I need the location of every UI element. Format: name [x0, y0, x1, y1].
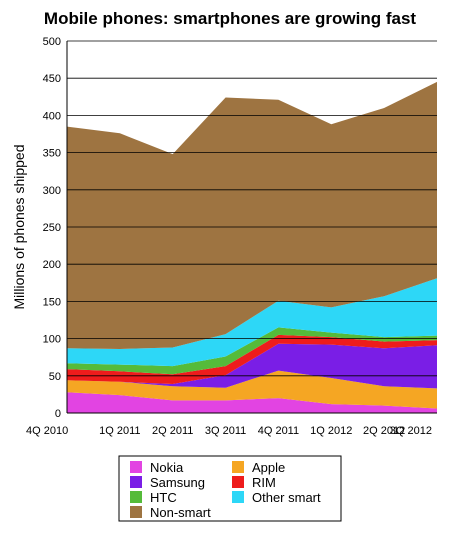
legend-label-other-smart: Other smart	[252, 490, 321, 505]
y-tick-label: 450	[43, 73, 61, 85]
legend-label-htc: HTC	[150, 490, 177, 505]
y-tick-label: 400	[43, 110, 61, 122]
area-other-smart	[67, 278, 437, 367]
x-tick-label: 4Q 2010	[26, 425, 68, 437]
legend-swatch-htc	[130, 491, 142, 503]
legend-box	[118, 455, 342, 522]
area-apple	[67, 370, 437, 409]
legend-swatch-rim	[232, 476, 244, 488]
legend-swatch-nokia	[130, 461, 142, 473]
legend-label-nokia: Nokia	[150, 460, 184, 475]
legend-label-non-smart: Non-smart	[150, 505, 211, 520]
area-nokia	[67, 392, 437, 413]
legend-swatch-other-smart	[232, 491, 244, 503]
legend-label-samsung: Samsung	[150, 475, 205, 490]
legend-swatch-apple	[232, 461, 244, 473]
x-tick-label: 1Q 2011	[99, 425, 140, 437]
y-tick-label: 50	[49, 371, 61, 383]
y-tick-label: 200	[43, 259, 61, 271]
chart-title: Mobile phones: smartphones are growing f…	[44, 9, 416, 28]
y-tick-label: 500	[43, 36, 61, 48]
y-tick-label: 100	[43, 334, 61, 346]
legend-label-apple: Apple	[252, 460, 285, 475]
y-tick-label: 0	[55, 408, 61, 420]
legend-swatch-non-smart	[130, 506, 142, 518]
area-non-smart	[67, 81, 437, 350]
y-tick-label: 350	[43, 148, 61, 160]
area-samsung	[67, 343, 437, 389]
x-tick-label: 3Q 2011	[205, 425, 246, 437]
y-axis-label: Millions of phones shipped	[11, 145, 27, 310]
y-tick-label: 250	[43, 222, 61, 234]
area-rim	[67, 334, 437, 384]
legend-swatch-samsung	[130, 476, 142, 488]
x-tick-label: 1Q 2012	[310, 425, 352, 437]
legend-label-rim: RIM	[252, 475, 276, 490]
y-tick-label: 150	[43, 296, 61, 308]
y-tick-label: 300	[43, 185, 61, 197]
x-tick-label: 4Q 2011	[258, 425, 299, 437]
x-tick-label: 2Q 2012	[363, 425, 405, 437]
x-tick-label: 3Q 2012	[390, 425, 432, 437]
x-tick-label: 2Q 2011	[152, 425, 193, 437]
area-htc	[67, 327, 437, 375]
